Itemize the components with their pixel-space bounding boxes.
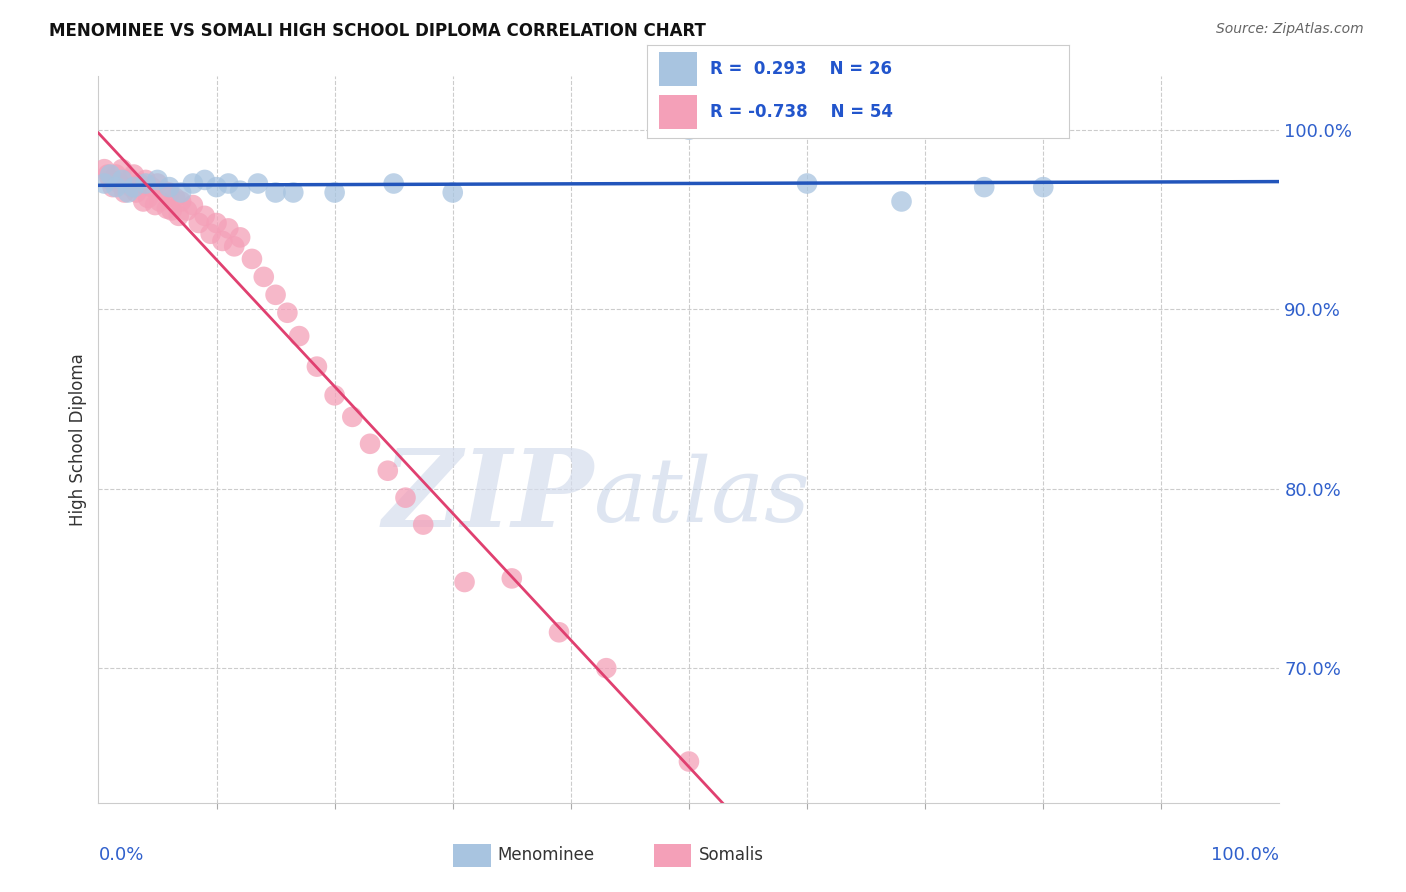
Point xyxy=(288,329,311,343)
Point xyxy=(111,173,134,187)
Point xyxy=(93,162,115,177)
Point xyxy=(105,168,128,182)
Point xyxy=(283,186,305,200)
Point xyxy=(342,409,364,424)
Point xyxy=(136,191,159,205)
Point xyxy=(93,177,115,191)
Text: Source: ZipAtlas.com: Source: ZipAtlas.com xyxy=(1216,22,1364,37)
Point xyxy=(394,491,416,505)
FancyBboxPatch shape xyxy=(659,52,697,86)
Point xyxy=(112,186,135,200)
Point xyxy=(97,168,120,182)
Point xyxy=(146,173,169,187)
Y-axis label: High School Diploma: High School Diploma xyxy=(69,353,87,525)
Point xyxy=(132,194,155,209)
Point xyxy=(111,162,134,177)
Point xyxy=(149,194,172,209)
Point xyxy=(453,574,475,589)
Text: R = -0.738    N = 54: R = -0.738 N = 54 xyxy=(710,103,893,121)
FancyBboxPatch shape xyxy=(659,95,697,129)
Point xyxy=(412,517,434,532)
Text: 100.0%: 100.0% xyxy=(1212,847,1279,864)
Point xyxy=(973,180,995,194)
Point xyxy=(501,571,523,585)
Point xyxy=(253,269,276,284)
Point xyxy=(217,177,239,191)
Point xyxy=(181,177,204,191)
Point xyxy=(678,755,700,769)
Point xyxy=(187,216,209,230)
Point xyxy=(359,437,381,451)
Point xyxy=(135,173,157,187)
Point xyxy=(122,180,145,194)
Point xyxy=(548,625,571,640)
Point xyxy=(205,180,228,194)
Text: MENOMINEE VS SOMALI HIGH SCHOOL DIPLOMA CORRELATION CHART: MENOMINEE VS SOMALI HIGH SCHOOL DIPLOMA … xyxy=(49,22,706,40)
Point xyxy=(156,202,179,216)
Point xyxy=(246,177,269,191)
Point xyxy=(160,203,183,218)
Point xyxy=(143,198,166,212)
Point xyxy=(194,209,217,223)
Point xyxy=(211,234,233,248)
Point xyxy=(105,180,128,194)
Point xyxy=(157,186,180,200)
Point xyxy=(678,122,700,136)
Point xyxy=(108,177,131,191)
Point xyxy=(200,227,222,241)
FancyBboxPatch shape xyxy=(654,844,692,867)
Text: Somalis: Somalis xyxy=(699,847,763,864)
Point xyxy=(141,180,163,194)
Text: Menominee: Menominee xyxy=(498,847,595,864)
Point xyxy=(121,180,143,194)
Point xyxy=(101,180,124,194)
Point xyxy=(157,180,180,194)
Point xyxy=(165,191,187,205)
Point xyxy=(240,252,263,266)
Point xyxy=(122,168,145,182)
Point xyxy=(323,388,346,402)
Text: 0.0%: 0.0% xyxy=(98,847,143,864)
Text: R =  0.293    N = 26: R = 0.293 N = 26 xyxy=(710,60,891,78)
Point xyxy=(117,173,139,187)
Point xyxy=(125,186,148,200)
Point xyxy=(205,216,228,230)
Point xyxy=(135,177,157,191)
Point xyxy=(170,194,193,209)
Point xyxy=(152,184,174,198)
Point xyxy=(377,464,399,478)
Point xyxy=(217,221,239,235)
Point xyxy=(224,239,246,253)
Point xyxy=(229,184,252,198)
Point xyxy=(229,230,252,244)
Point xyxy=(181,198,204,212)
FancyBboxPatch shape xyxy=(453,844,491,867)
Point xyxy=(170,186,193,200)
Point xyxy=(98,168,121,182)
Point xyxy=(128,177,150,191)
Point xyxy=(117,186,139,200)
Point xyxy=(276,306,298,320)
Point xyxy=(167,209,190,223)
Point xyxy=(98,173,121,187)
Point xyxy=(796,177,818,191)
Point xyxy=(264,288,287,302)
Point xyxy=(323,186,346,200)
Point xyxy=(890,194,912,209)
Point xyxy=(441,186,464,200)
Point xyxy=(176,203,198,218)
Point xyxy=(264,186,287,200)
Text: atlas: atlas xyxy=(595,454,810,541)
Point xyxy=(194,173,217,187)
Point xyxy=(382,177,405,191)
Point xyxy=(146,177,169,191)
Point xyxy=(305,359,328,374)
Text: ZIP: ZIP xyxy=(382,444,595,550)
Point xyxy=(1032,180,1054,194)
Point xyxy=(595,661,617,675)
